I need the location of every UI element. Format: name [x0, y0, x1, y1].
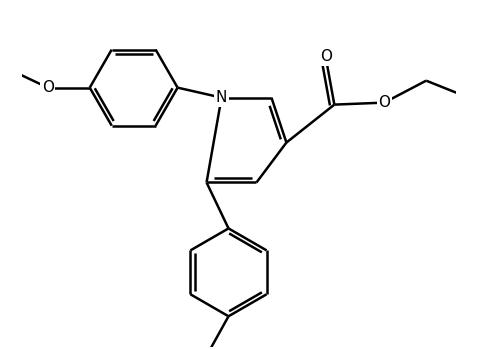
Text: O: O [320, 49, 332, 64]
Text: O: O [42, 80, 54, 95]
Text: N: N [216, 90, 227, 105]
Text: O: O [378, 95, 390, 110]
